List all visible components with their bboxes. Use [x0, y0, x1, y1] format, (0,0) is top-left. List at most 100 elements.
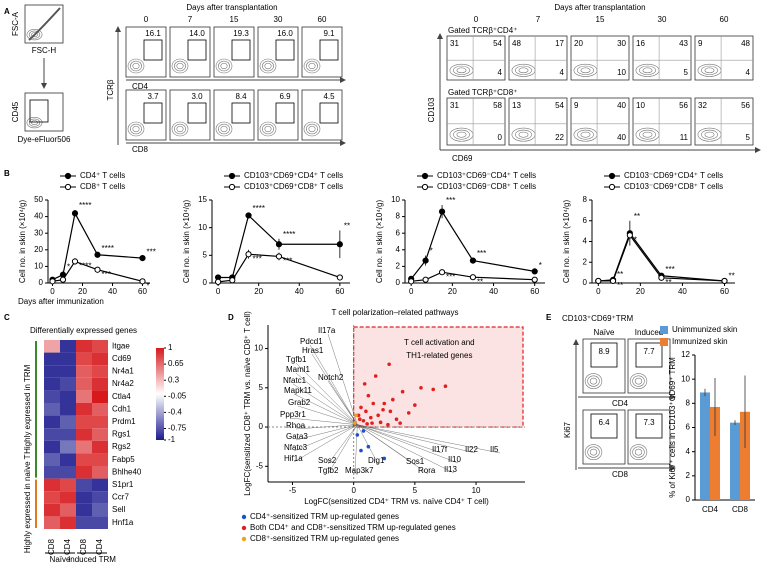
- gate: [635, 413, 663, 439]
- flow-plot: [508, 35, 568, 81]
- legend-label: Immunized skin: [672, 337, 728, 346]
- column-label: CD4: [63, 538, 72, 555]
- contour: [580, 67, 591, 74]
- day-label: 60: [720, 15, 729, 24]
- legend-marker: [421, 172, 429, 180]
- point: [361, 418, 366, 423]
- legend-label: CD4⁺-sensitized TRM up-regulated genes: [250, 512, 399, 521]
- flow-plot: [169, 89, 211, 141]
- gene-label: Nfatc1: [283, 376, 307, 385]
- quadrant-value: 54: [493, 39, 502, 48]
- point: [354, 413, 358, 418]
- row-label: Gated TCRβ⁺CD8⁺: [448, 88, 517, 97]
- contour: [701, 65, 718, 75]
- marker: [469, 257, 477, 264]
- day-label: 7: [536, 15, 541, 24]
- heatmap-cell: [92, 365, 108, 378]
- heatmap-cell: [44, 516, 60, 529]
- heatmap-cell: [92, 491, 108, 504]
- significance: ****: [283, 230, 295, 239]
- flow-plot: [694, 35, 754, 81]
- heatmap-cell: [76, 491, 92, 504]
- contour: [704, 131, 715, 138]
- heatmap-cell: [44, 491, 60, 504]
- y-tick-label: 4: [396, 245, 401, 254]
- legend-marker: [241, 514, 247, 520]
- column-label: Induced: [635, 328, 663, 337]
- significance: **: [728, 272, 734, 281]
- quadrant-value: 58: [493, 101, 502, 110]
- contour: [589, 377, 598, 385]
- y-tick-label: 0: [39, 278, 44, 287]
- heatmap-cell: [60, 390, 76, 403]
- heatmap-cell: [44, 377, 60, 391]
- x-tick-label: 60: [530, 287, 539, 296]
- legend-label: CD8⁺ T cells: [80, 182, 125, 191]
- leader-line: [357, 424, 429, 475]
- leader-line: [357, 424, 443, 454]
- y-tick-label: 20: [34, 245, 43, 254]
- contour: [456, 67, 467, 74]
- contour: [218, 60, 230, 72]
- heatmap-cell: [60, 377, 76, 391]
- flow-plot: [508, 97, 568, 146]
- flow-plot: [213, 26, 255, 78]
- contour: [453, 65, 470, 75]
- contour: [587, 375, 600, 387]
- point: [406, 411, 411, 415]
- quadrant-value: 13: [512, 101, 521, 110]
- x-tick-label: 0: [596, 287, 601, 296]
- heatmap-cell: [76, 352, 92, 366]
- gate-value: 3.7: [147, 92, 159, 101]
- contour: [132, 62, 140, 70]
- gate-value: 3.0: [191, 92, 203, 101]
- leader-line: [357, 424, 501, 454]
- contour: [26, 117, 43, 129]
- column-label: CD4: [95, 538, 104, 555]
- axis-label: FSC-A: [11, 11, 20, 36]
- y-axis-label: Cell no. in skin (×10⁴/g): [18, 200, 27, 284]
- contour: [171, 121, 189, 137]
- heatmap-cell: [92, 415, 108, 429]
- y-tick-label: 0: [583, 278, 588, 287]
- gate: [187, 39, 207, 61]
- x-tick-label: 0: [216, 287, 221, 296]
- heatmap-cell: [92, 478, 108, 492]
- y-tick-label: 4: [583, 237, 588, 246]
- significance: *: [539, 261, 542, 270]
- y-tick-label: 10: [391, 195, 400, 204]
- contour: [130, 123, 142, 135]
- quadrant-value: 56: [679, 101, 688, 110]
- column-group-label: Naïve: [50, 555, 71, 563]
- point: [391, 397, 395, 402]
- legend-marker: [241, 536, 247, 542]
- heatmap-cell: [60, 415, 76, 429]
- significance: ****: [79, 201, 91, 210]
- y-tick-label: 4: [686, 447, 691, 456]
- x-tick-label: -5: [289, 486, 297, 495]
- contour: [518, 67, 529, 74]
- point: [366, 393, 371, 398]
- heatmap-cell: [76, 428, 92, 441]
- quadrant-value: 22: [555, 133, 564, 142]
- marker: [408, 278, 415, 285]
- heatmap-cell: [76, 478, 92, 492]
- quadrant-value: 4: [746, 68, 751, 77]
- contour: [220, 62, 228, 70]
- point: [362, 382, 367, 386]
- quadrant-value: 54: [555, 101, 564, 110]
- contour: [453, 129, 470, 140]
- marker: [438, 208, 446, 215]
- gene-label: Il10: [448, 455, 461, 464]
- marker: [609, 277, 617, 285]
- gate: [275, 102, 295, 124]
- quadrant-value: 16: [636, 39, 645, 48]
- flow-plot: [694, 97, 754, 146]
- x-tick-label: 5: [413, 486, 418, 495]
- heatmap-cell: [60, 491, 76, 504]
- x-tick-label: 20: [448, 287, 457, 296]
- gene-label: Il13: [444, 465, 457, 474]
- heatmap-cell: [76, 503, 92, 517]
- x-tick-label: 60: [720, 287, 729, 296]
